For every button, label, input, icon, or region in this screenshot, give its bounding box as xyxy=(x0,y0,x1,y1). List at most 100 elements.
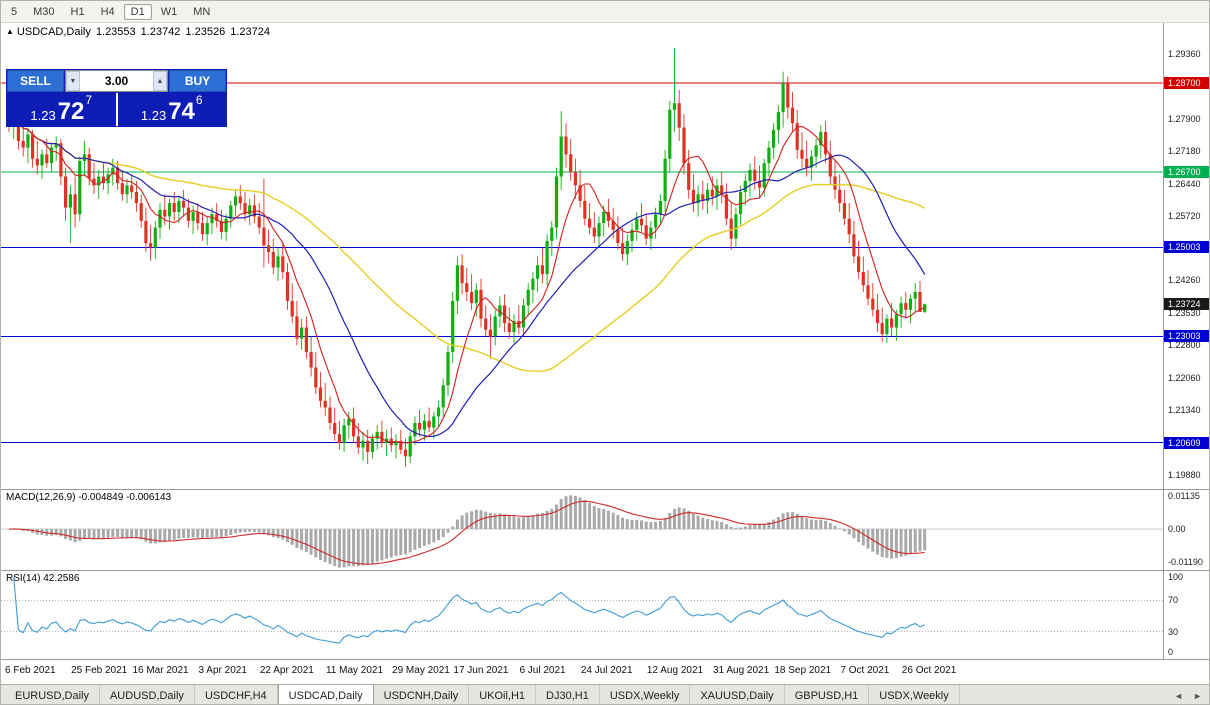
triangle-up-icon: ▲ xyxy=(6,27,14,36)
macd-label: MACD(12,26,9) -0.004849 -0.006143 xyxy=(6,492,172,503)
tab-scroll-left-icon[interactable]: ◄ xyxy=(1174,690,1184,701)
sell-price-prefix: 1.23 xyxy=(30,108,56,123)
date-tick: 7 Oct 2021 xyxy=(840,665,890,676)
chart-tabs: EURUSD,Daily AUDUSD,Daily USDCHF,H4 USDCAD,… xyxy=(1,685,960,704)
date-tick: 26 Oct 2021 xyxy=(901,665,957,676)
period-button-5[interactable]: 5 xyxy=(11,5,18,18)
period-button-h1[interactable]: H1 xyxy=(70,5,85,18)
sell-price-big: 72 xyxy=(57,97,85,125)
date-tick: 25 Feb 2021 xyxy=(71,665,128,676)
chart-tab-usdcad-daily[interactable]: USDCAD,Daily xyxy=(277,685,374,704)
chart-tab-bar: EURUSD,Daily AUDUSD,Daily USDCHF,H4 USDCAD,… xyxy=(1,684,1209,704)
chart-tab-xauusd-daily[interactable]: XAUUSD,Daily xyxy=(690,685,785,704)
chart-tab-usdchf-h4[interactable]: USDCHF,H4 xyxy=(195,685,278,704)
chart-tab-eurusd-daily[interactable]: EURUSD,Daily xyxy=(5,685,100,704)
chart-tab-usdx-weekly[interactable]: USDX,Weekly xyxy=(600,685,691,704)
volume-input[interactable]: 3.00 xyxy=(104,74,129,88)
price-tick: 1.22060 xyxy=(1168,373,1201,384)
macd-tick: 0.00 xyxy=(1168,524,1186,535)
price-tick: 1.25720 xyxy=(1168,210,1201,221)
date-tick: 29 May 2021 xyxy=(392,665,450,676)
period-button-w1[interactable]: W1 xyxy=(160,5,178,18)
ohlc-close: 1.23724 xyxy=(230,26,270,38)
macd-tick: 0.01135 xyxy=(1168,491,1200,501)
rsi-axis: 100 70 30 0 xyxy=(1163,571,1209,659)
level-price-badge: 1.28700 xyxy=(1164,77,1209,90)
date-tick: 17 Jun 2021 xyxy=(453,665,509,676)
buy-price-display[interactable]: 1.23 74 6 xyxy=(117,93,226,126)
sell-price-sup: 7 xyxy=(85,93,93,107)
macd-panel: MACD(12,26,9) -0.004849 -0.006143 xyxy=(1,490,1163,570)
period-button-mn[interactable]: MN xyxy=(193,5,211,18)
macd-tick: -0.01190 xyxy=(1168,557,1203,567)
tab-scroll-controls: ◄ ► xyxy=(1169,685,1209,704)
volume-increase-button[interactable]: ▲ xyxy=(153,71,167,91)
chart-symbol: USDCAD,Daily xyxy=(16,26,91,38)
level-price-badge: 1.25003 xyxy=(1164,241,1209,254)
current-price-badge: 1.23724 xyxy=(1164,298,1209,311)
chart-tab-dj30-h1[interactable]: DJ30,H1 xyxy=(536,685,600,704)
price-tick: 1.27900 xyxy=(1168,113,1201,124)
rsi-tick: 30 xyxy=(1168,626,1179,637)
ohlc-high: 1.23742 xyxy=(140,26,181,38)
panel-separator xyxy=(1,659,1209,660)
date-tick: 31 Aug 2021 xyxy=(713,665,770,676)
ohlc-open: 1.23553 xyxy=(95,26,136,38)
date-tick: 22 Apr 2021 xyxy=(259,665,314,676)
buy-price-big: 74 xyxy=(168,97,195,125)
buy-button[interactable]: BUY xyxy=(169,70,226,92)
ohlc-low: 1.23526 xyxy=(185,26,226,38)
date-tick: 3 Apr 2021 xyxy=(198,665,247,676)
tab-scroll-right-icon[interactable]: ► xyxy=(1193,690,1202,701)
volume-control: ▼ 3.00 ▲ xyxy=(65,70,168,92)
price-tick: 1.21340 xyxy=(1168,405,1201,416)
main-chart-panel: ▲ USDCAD,Daily 1.23553 1.23742 1.23526 1.2372… xyxy=(1,22,1163,489)
price-tick: 1.22800 xyxy=(1168,340,1201,351)
macd-canvas[interactable] xyxy=(1,490,1163,570)
price-tick: 1.29360 xyxy=(1168,48,1201,59)
chart-tab-gbpusd-h1[interactable]: GBPUSD,H1 xyxy=(785,685,870,704)
panel-separator[interactable] xyxy=(1,570,1209,571)
date-tick: 11 May 2021 xyxy=(325,665,384,676)
main-chart-canvas[interactable] xyxy=(1,22,1163,489)
macd-axis: 0.01135 0.00 -0.01190 xyxy=(1163,490,1209,570)
date-tick: 6 Feb 2021 xyxy=(5,665,56,676)
panel-separator[interactable] xyxy=(1,489,1209,490)
rsi-tick: 100 xyxy=(1168,572,1184,582)
date-tick: 24 Jul 2021 xyxy=(580,665,633,676)
price-tick: 1.24260 xyxy=(1168,275,1201,286)
date-tick: 12 Aug 2021 xyxy=(646,665,704,676)
sell-price-display[interactable]: 1.23 72 7 xyxy=(7,93,116,126)
buy-price-sup: 6 xyxy=(195,93,203,107)
price-tick: 1.19880 xyxy=(1168,470,1201,480)
date-tick: 6 Jul 2021 xyxy=(519,665,566,676)
rsi-canvas[interactable] xyxy=(1,571,1163,659)
chevron-up-icon: ▲ xyxy=(156,77,164,85)
level-price-badge: 1.20609 xyxy=(1164,436,1209,449)
time-axis: 6 Feb 2021 25 Feb 2021 16 Mar 2021 3 Apr 20… xyxy=(1,660,1209,684)
chart-title: ▲ USDCAD,Daily 1.23553 1.23742 1.23526 1.2372… xyxy=(6,26,270,38)
rsi-tick: 0 xyxy=(1168,647,1174,657)
rsi-panel: RSI(14) 42.2586 xyxy=(1,571,1163,659)
date-tick: 16 Mar 2021 xyxy=(132,665,189,676)
rsi-label: RSI(14) 42.2586 xyxy=(6,573,80,584)
date-tick: 18 Sep 2021 xyxy=(774,665,832,676)
one-click-trading-panel: SELL ▼ 3.00 ▲ BUY 1.23 72 7 1.23 74 6 xyxy=(6,69,227,127)
period-button-h4[interactable]: H4 xyxy=(100,5,115,18)
chart-tab-ukoil-h1[interactable]: UKOil,H1 xyxy=(469,685,537,704)
price-axis: 1.293601.286301.279001.271801.264401.257… xyxy=(1163,22,1209,489)
sell-button[interactable]: SELL xyxy=(7,70,64,92)
period-button-m30[interactable]: M30 xyxy=(33,5,55,18)
chart-tab-usdcnh-daily[interactable]: USDCNH,Daily xyxy=(374,685,470,704)
volume-decrease-button[interactable]: ▼ xyxy=(66,71,80,91)
chart-tab-audusd-daily[interactable]: AUDUSD,Daily xyxy=(100,685,195,704)
chart-tab-usdx-weekly[interactable]: USDX,Weekly xyxy=(869,685,960,704)
chevron-down-icon: ▼ xyxy=(69,77,77,85)
price-tick: 1.26440 xyxy=(1168,178,1201,189)
price-tick: 1.23530 xyxy=(1168,307,1201,318)
level-price-badge: 1.23003 xyxy=(1164,330,1209,343)
period-button-d1[interactable]: D1 xyxy=(123,3,152,20)
buy-price-prefix: 1.23 xyxy=(140,108,167,123)
price-tick: 1.27180 xyxy=(1168,145,1201,156)
